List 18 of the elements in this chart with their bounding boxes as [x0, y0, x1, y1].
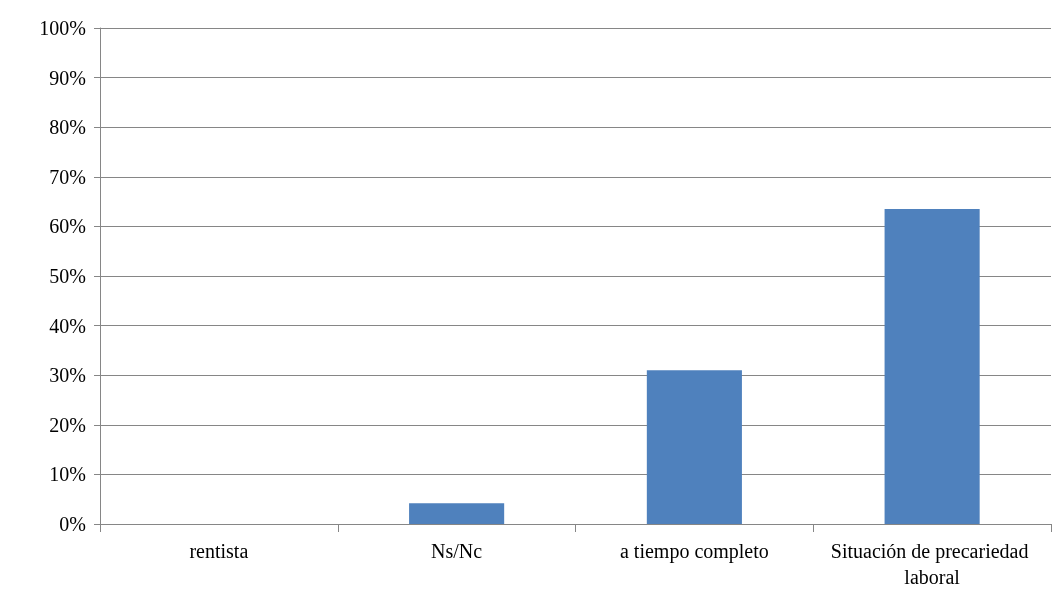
y-tick-label: 10%: [49, 463, 86, 486]
x-tick-label: Situación de precariedad laboral: [830, 540, 1034, 588]
bar: [646, 370, 742, 524]
bar: [409, 503, 505, 524]
y-tick-label: 0%: [59, 513, 86, 535]
y-tick-label: 60%: [49, 215, 86, 238]
y-tick-label: 90%: [49, 66, 86, 89]
y-tick-label: 30%: [49, 364, 86, 387]
y-tick-label: 40%: [49, 314, 86, 337]
y-tick-label: 80%: [49, 116, 86, 139]
y-tick-label: 100%: [39, 17, 86, 39]
y-tick-label: 20%: [49, 413, 86, 436]
x-tick-label: a tiempo completo: [619, 540, 769, 563]
x-tick-label: rentista: [189, 540, 249, 562]
x-tick-label: Ns/Nc: [431, 540, 483, 562]
y-tick-label: 70%: [49, 165, 86, 188]
bar: [884, 209, 980, 524]
y-tick-label: 50%: [49, 265, 86, 287]
